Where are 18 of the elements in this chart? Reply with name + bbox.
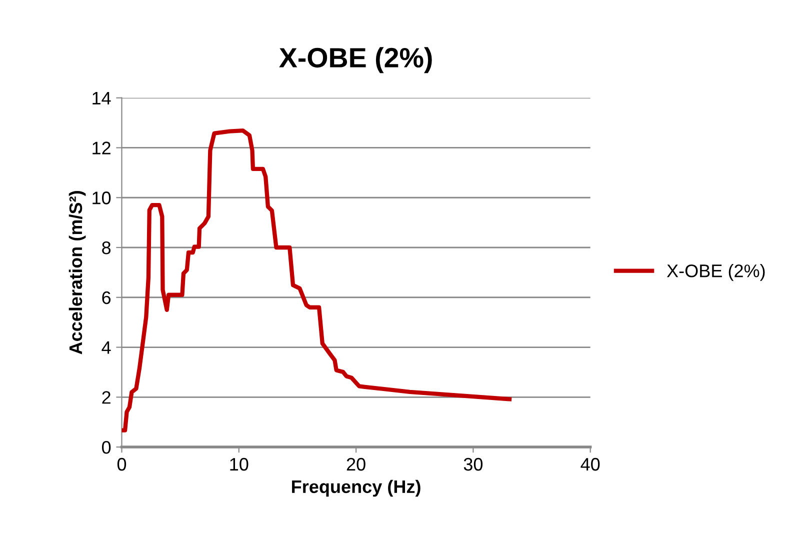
y-tick-label: 14 bbox=[92, 92, 111, 104]
chart-title: X-OBE (2%) bbox=[279, 47, 432, 74]
y-tick-label: 2 bbox=[102, 391, 110, 404]
y-tick-label: 10 bbox=[92, 192, 111, 204]
y-axis-title: Acceleration (m/S²) bbox=[68, 191, 86, 354]
y-tick-label: 0 bbox=[102, 440, 111, 454]
x-tick-label: 0 bbox=[117, 458, 126, 471]
y-tick-label: 8 bbox=[102, 241, 111, 254]
x-tick-label: 30 bbox=[464, 458, 483, 471]
y-tick-label: 12 bbox=[92, 142, 110, 154]
x-tick-label: 10 bbox=[230, 458, 248, 471]
x-tick-label: 20 bbox=[346, 458, 366, 471]
y-tick-label: 4 bbox=[102, 341, 111, 354]
x-tick-label: 40 bbox=[580, 458, 600, 471]
y-tick-label: 6 bbox=[102, 291, 111, 304]
legend-label: X-OBE (2%) bbox=[666, 264, 765, 281]
line-series bbox=[122, 128, 512, 432]
x-axis-title: Frequency (Hz) bbox=[292, 480, 420, 497]
